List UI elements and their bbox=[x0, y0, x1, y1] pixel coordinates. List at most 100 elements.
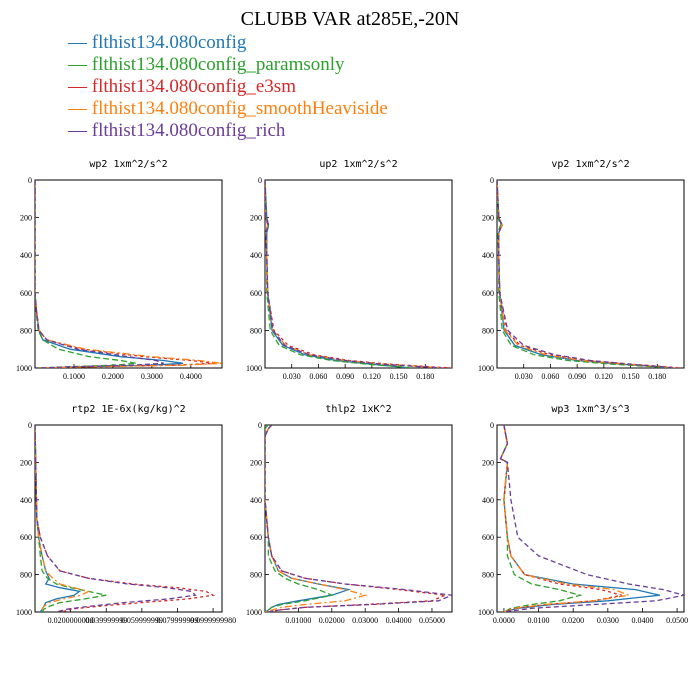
series-line bbox=[265, 425, 448, 612]
y-tick-label: 0 bbox=[28, 421, 32, 430]
chart-title: CLUBB VAR at285E,-20N bbox=[240, 8, 460, 30]
x-tick-label: 0.0000 bbox=[493, 616, 515, 625]
panel-title: up2 1xm^2/s^2 bbox=[319, 159, 397, 170]
y-tick-label: 800 bbox=[250, 326, 262, 335]
series-line bbox=[35, 180, 222, 368]
series-line bbox=[497, 180, 671, 368]
series-line bbox=[499, 425, 684, 612]
y-tick-label: 600 bbox=[20, 289, 32, 298]
plot-frame bbox=[264, 179, 453, 369]
plot-frame bbox=[496, 424, 685, 613]
panel-title: rtp2 1E-6x(kg/kg)^2 bbox=[71, 404, 185, 415]
x-tick-label: 0.120 bbox=[363, 372, 381, 381]
series-line bbox=[265, 425, 352, 612]
x-tick-label: 0.180 bbox=[416, 372, 434, 381]
y-tick-label: 0 bbox=[258, 421, 262, 430]
legend-entry: — flthist134.080config_paramsonly bbox=[68, 54, 388, 76]
series-line bbox=[35, 180, 215, 368]
series-line bbox=[265, 425, 334, 612]
y-tick-label: 400 bbox=[20, 251, 32, 260]
y-tick-label: 600 bbox=[250, 289, 262, 298]
series-line bbox=[35, 425, 91, 612]
x-tick-label: 0.090 bbox=[336, 372, 354, 381]
panel: thlp2 1xK^2 0 200 400 600 800 1000 0.01000 0.020… bbox=[246, 404, 453, 625]
x-tick-label: 0.3000 bbox=[141, 372, 163, 381]
x-tick-label: 0.060 bbox=[309, 372, 327, 381]
y-tick-label: 800 bbox=[482, 571, 494, 580]
x-tick-label: 0.0100 bbox=[528, 616, 550, 625]
legend-entry: — flthist134.080config_rich bbox=[68, 120, 388, 142]
x-tick-label: 0.0999999980 bbox=[190, 616, 236, 625]
series-line bbox=[499, 425, 622, 612]
panel: up2 1xm^2/s^2 0 200 400 600 800 1000 0.030 0.060… bbox=[246, 159, 453, 381]
y-tick-label: 800 bbox=[20, 326, 32, 335]
x-tick-label: 0.4000 bbox=[180, 372, 202, 381]
series-line bbox=[35, 180, 184, 368]
x-tick-label: 0.059999999 bbox=[121, 616, 163, 625]
legend-line-icon: — bbox=[68, 76, 92, 97]
x-tick-label: 0.02000 bbox=[319, 616, 345, 625]
x-tick-label: 0.090 bbox=[568, 372, 586, 381]
panel-title: wp2 1xm^2/s^2 bbox=[89, 159, 167, 170]
legend-line-icon: — bbox=[68, 120, 92, 141]
series-line bbox=[35, 425, 216, 612]
y-tick-label: 400 bbox=[250, 251, 262, 260]
series-line bbox=[499, 425, 660, 612]
legend-label: flthist134.080config_paramsonly bbox=[91, 54, 345, 75]
series-line bbox=[265, 425, 452, 612]
series-line bbox=[265, 180, 452, 368]
x-tick-label: 0.1000 bbox=[63, 372, 85, 381]
y-tick-label: 400 bbox=[20, 496, 32, 505]
plot-frame bbox=[264, 424, 453, 613]
x-tick-label: 0.0500 bbox=[666, 616, 688, 625]
legend-label: flthist134.080config_rich bbox=[91, 120, 286, 141]
x-tick-label: 0.01000 bbox=[285, 616, 311, 625]
series-line bbox=[497, 180, 676, 368]
series-line bbox=[265, 425, 368, 612]
y-tick-label: 600 bbox=[482, 533, 494, 542]
x-tick-label: 0.0200 bbox=[562, 616, 584, 625]
y-tick-label: 200 bbox=[20, 214, 32, 223]
y-tick-label: 1000 bbox=[16, 608, 32, 617]
series-line bbox=[497, 180, 676, 368]
y-tick-label: 1000 bbox=[16, 364, 32, 373]
x-tick-label: 0.2000 bbox=[102, 372, 124, 381]
x-tick-label: 0.079999999 bbox=[156, 616, 198, 625]
x-tick-label: 0.150 bbox=[390, 372, 408, 381]
panel-title: vp2 1xm^2/s^2 bbox=[551, 159, 629, 170]
x-tick-label: 0.039999999 bbox=[85, 616, 127, 625]
y-tick-label: 0 bbox=[28, 176, 32, 185]
x-tick-label: 0.030 bbox=[515, 372, 533, 381]
y-tick-label: 200 bbox=[482, 214, 494, 223]
y-tick-label: 400 bbox=[250, 496, 262, 505]
panel-title: wp3 1xm^3/s^3 bbox=[551, 404, 629, 415]
series-line bbox=[35, 425, 197, 612]
panel: rtp2 1E-6x(kg/kg)^2 0 200 400 600 800 1000 0.02… bbox=[16, 404, 236, 625]
y-tick-label: 0 bbox=[490, 176, 494, 185]
legend-label: flthist134.080config_e3sm bbox=[91, 76, 296, 97]
legend-entry: — flthist134.080config bbox=[68, 32, 388, 54]
series-line bbox=[35, 425, 107, 612]
plot-frame bbox=[496, 179, 685, 369]
panel: vp2 1xm^2/s^2 0 200 400 600 800 1000 0.030 0.060… bbox=[478, 159, 685, 381]
x-tick-label: 0.03000 bbox=[352, 616, 378, 625]
x-tick-label: 0.05000 bbox=[419, 616, 445, 625]
series-line bbox=[497, 180, 667, 368]
legend-entry: — flthist134.080config_smoothHeaviside bbox=[68, 98, 388, 120]
x-tick-label: 0.04000 bbox=[386, 616, 412, 625]
series-line bbox=[35, 180, 137, 368]
y-tick-label: 600 bbox=[250, 533, 262, 542]
y-tick-label: 200 bbox=[20, 458, 32, 467]
series-line bbox=[265, 180, 444, 368]
x-tick-label: 0.150 bbox=[622, 372, 640, 381]
x-tick-label: 0.0200000000 bbox=[48, 616, 94, 625]
legend-line-icon: — bbox=[68, 98, 92, 119]
y-tick-label: 1000 bbox=[246, 608, 262, 617]
series-line bbox=[265, 180, 444, 368]
y-tick-label: 600 bbox=[482, 289, 494, 298]
y-tick-label: 800 bbox=[20, 571, 32, 580]
series-line bbox=[35, 180, 164, 368]
y-tick-label: 400 bbox=[482, 496, 494, 505]
legend-label: flthist134.080config bbox=[91, 32, 247, 53]
